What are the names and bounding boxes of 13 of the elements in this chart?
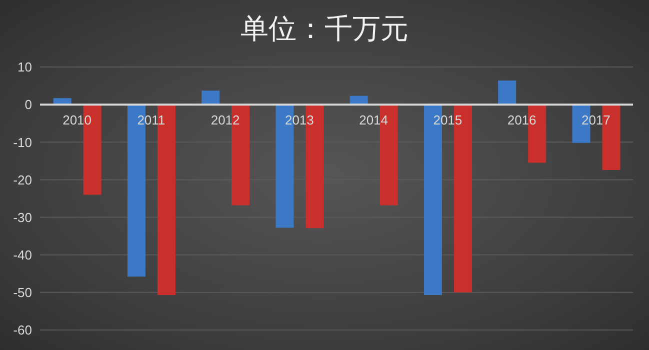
x-tick-label: 2013 xyxy=(284,112,314,128)
chart-title: 单位：千万元 xyxy=(240,11,410,47)
y-tick-label: 10 xyxy=(18,60,32,75)
y-tick-label: -40 xyxy=(13,247,32,262)
y-tick-label: -30 xyxy=(13,210,32,225)
y-tick-label: -20 xyxy=(13,172,32,188)
y-tick-label: -50 xyxy=(13,285,32,300)
x-tick-label: 2011 xyxy=(137,112,166,128)
y-tick-label: -60 xyxy=(13,322,32,338)
y-tick-label: -10 xyxy=(13,134,32,150)
x-tick-label: 2015 xyxy=(433,112,462,128)
x-tick-label: 2017 xyxy=(581,112,610,128)
y-tick-label: 0 xyxy=(24,97,32,112)
